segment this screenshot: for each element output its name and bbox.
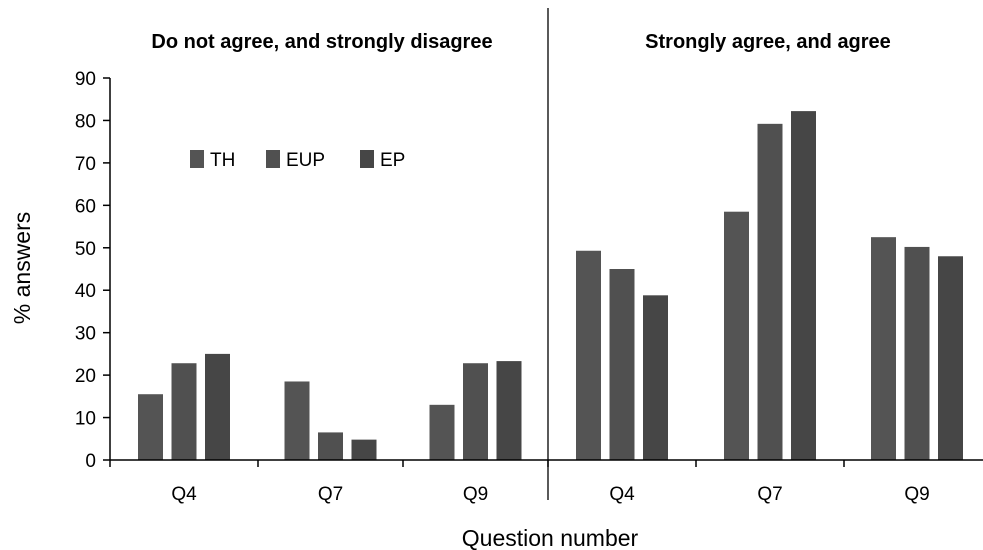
bar-ep-q4-group1 (205, 353, 230, 460)
legend-swatch-ep (360, 150, 374, 168)
bar-eup-q7-group2 (757, 123, 783, 460)
bar-eup-q7-group1 (318, 432, 343, 460)
y-tick-label: 40 (75, 281, 96, 302)
y-ticks: 0 10 20 30 40 50 60 70 80 90 (75, 69, 110, 472)
y-tick-label: 90 (75, 69, 96, 90)
bar-th-q7-group2 (724, 211, 749, 460)
legend-swatch-eup (266, 150, 280, 168)
y-tick-label: 0 (85, 451, 96, 472)
bar-ep-q4-group2 (643, 295, 668, 460)
bar-eup-q4-group1 (171, 363, 197, 460)
x-tick-label: Q9 (463, 484, 488, 505)
section-titles: Do not agree, and strongly disagree Stro… (151, 31, 890, 53)
y-tick-label: 50 (75, 239, 96, 260)
x-tick-label: Q7 (318, 484, 343, 505)
section-title-right: Strongly agree, and agree (645, 31, 891, 53)
y-tick-label: 10 (75, 409, 96, 430)
y-tick-label: 70 (75, 154, 96, 175)
bar-ep-q9-group1 (496, 361, 522, 460)
bar-th-q9-group2 (871, 237, 896, 460)
bar-ep-q7-group2 (791, 111, 816, 461)
x-ticks: Q4 Q7 Q9 Q4 Q7 Q9 (109, 460, 930, 505)
x-axis-title: Question number (462, 525, 639, 550)
legend-label-th: TH (210, 150, 235, 171)
y-tick-label: 20 (75, 366, 96, 387)
bar-th-q4-group2 (576, 250, 601, 460)
bar-eup-q9-group1 (463, 363, 488, 460)
x-tick-label: Q7 (757, 484, 782, 505)
x-tick-label: Q4 (609, 484, 635, 505)
axes-layer (109, 8, 983, 500)
x-tick-label: Q9 (904, 484, 929, 505)
y-tick-label: 80 (75, 111, 96, 132)
y-axis-title: % answers (9, 212, 35, 324)
bar-eup-q9-group2 (904, 246, 930, 460)
bar-ep-q9-group2 (938, 256, 963, 460)
bar-ep-q7-group1 (351, 439, 377, 460)
y-tick-label: 30 (75, 324, 96, 345)
legend-label-ep: EP (380, 150, 405, 171)
bars-layer (138, 111, 963, 461)
y-tick-label: 60 (75, 196, 96, 217)
bar-th-q7-group1 (284, 381, 310, 460)
x-tick-label: Q4 (171, 484, 197, 505)
section-title-left: Do not agree, and strongly disagree (151, 31, 492, 53)
legend-label-eup: EUP (286, 150, 325, 171)
bar-th-q9-group1 (429, 404, 455, 460)
legend-swatch-th (190, 150, 204, 168)
bar-eup-q4-group2 (609, 269, 635, 460)
bar-th-q4-group1 (138, 394, 163, 460)
legend: TH EUP EP (190, 150, 405, 171)
